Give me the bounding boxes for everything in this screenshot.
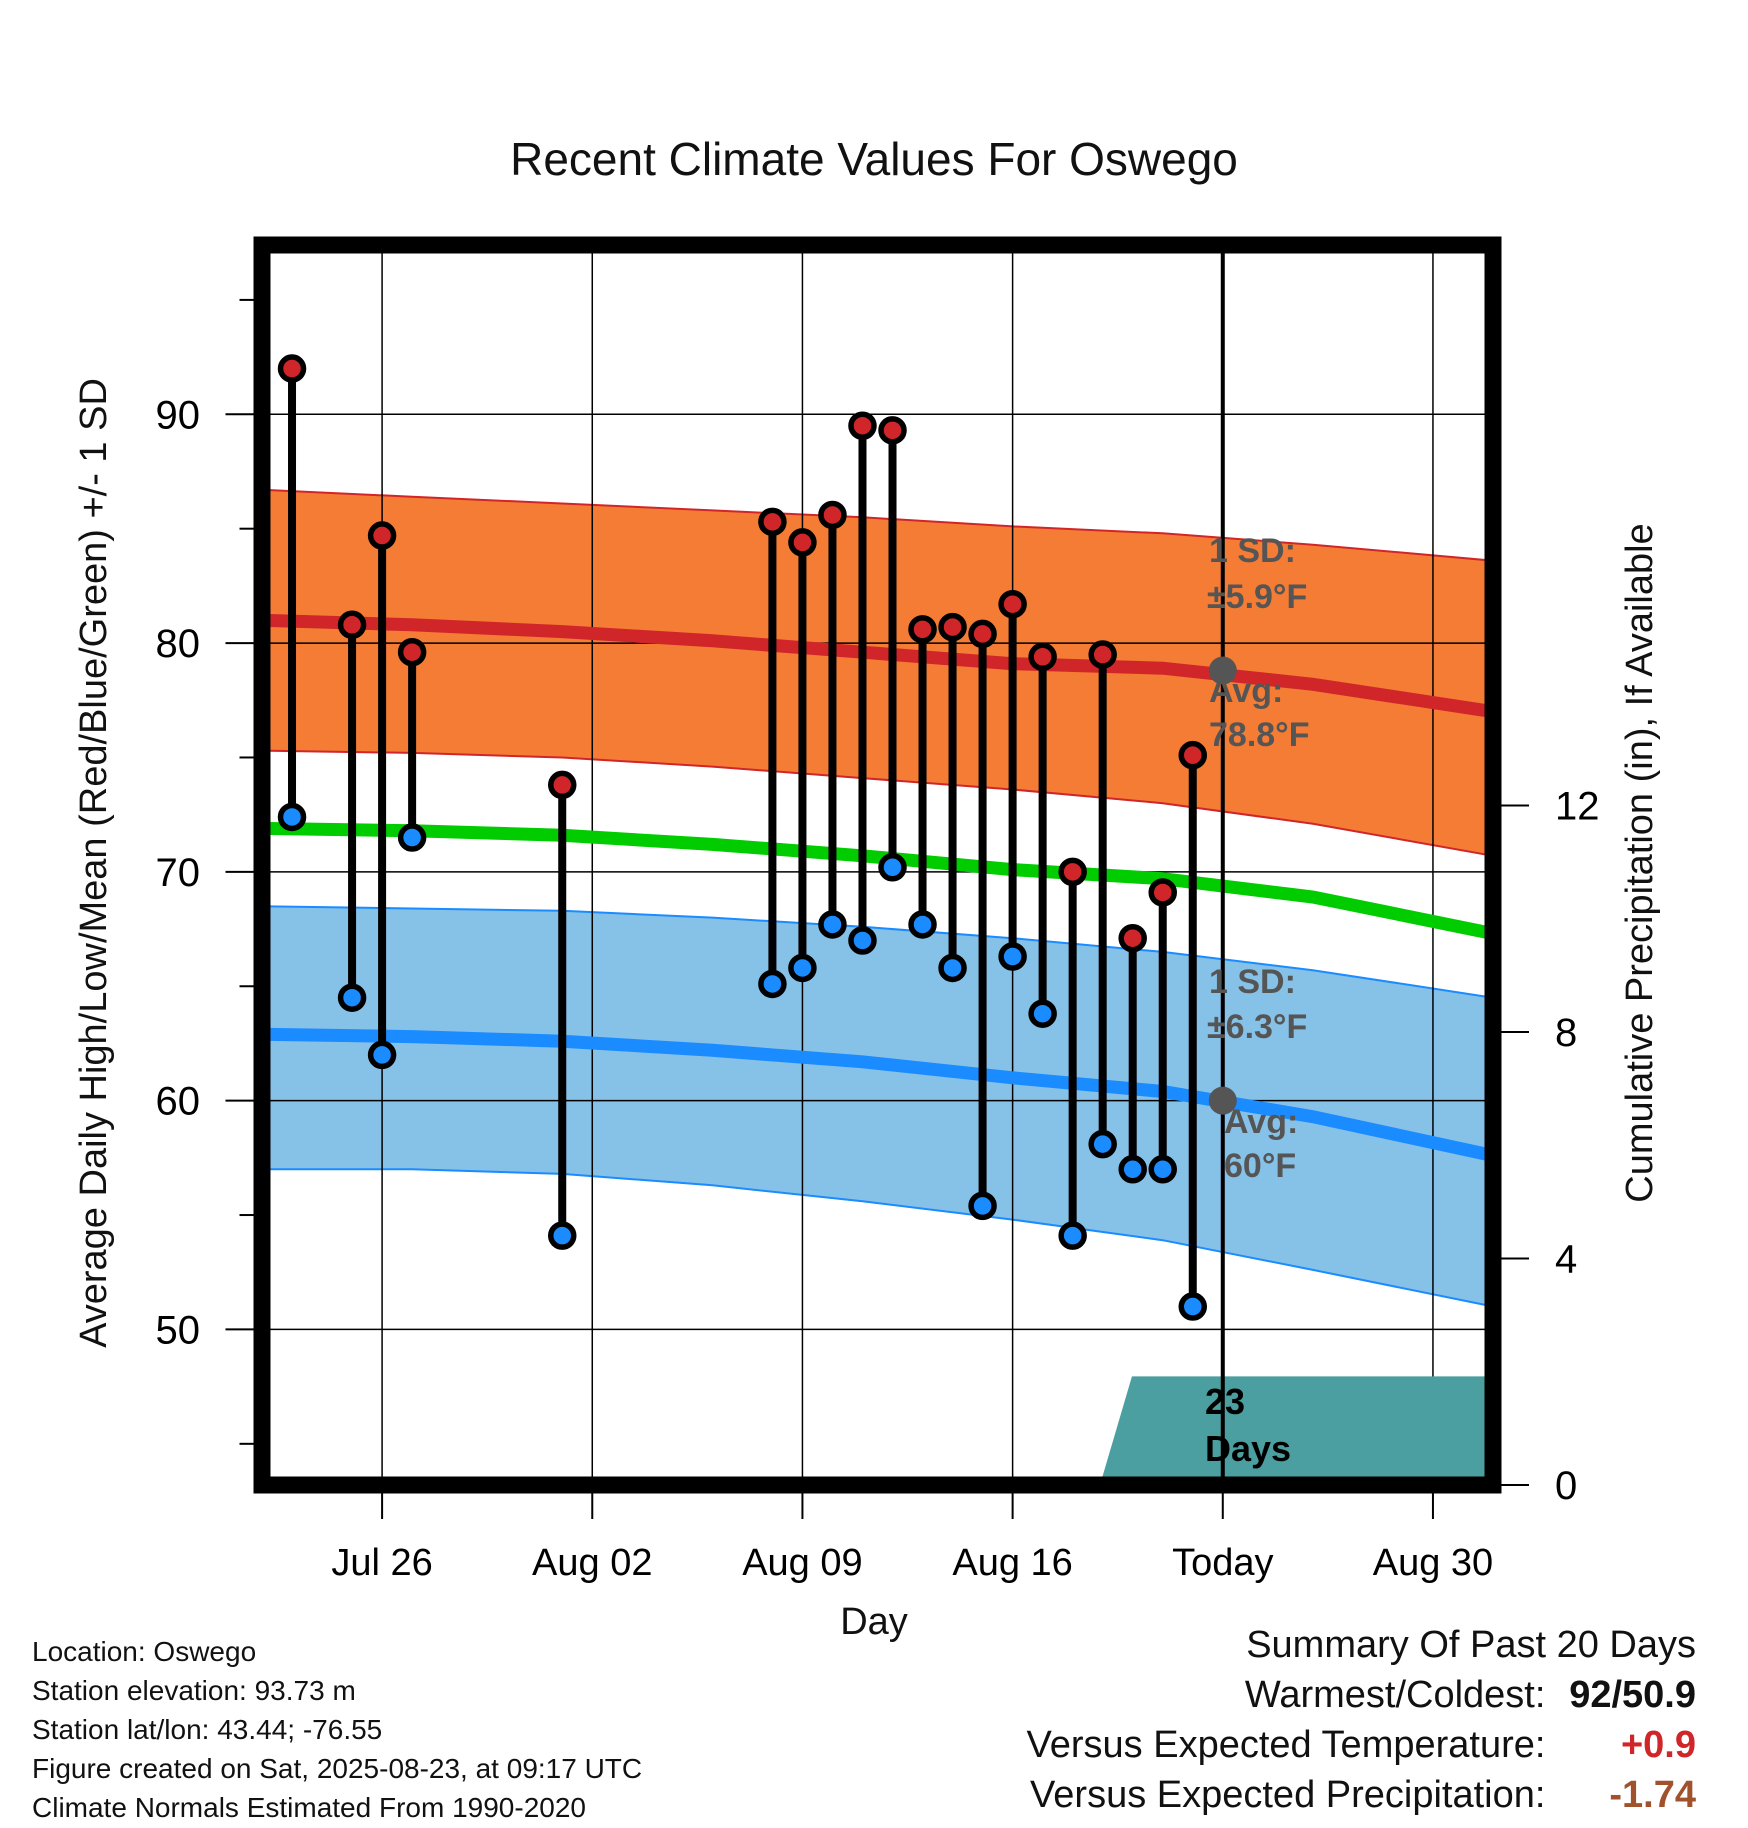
y-tick-label: 90 (156, 393, 201, 437)
daily-low-point (1058, 1221, 1087, 1250)
daily-low-point (848, 926, 877, 955)
y2-tick-label: 8 (1555, 1011, 1577, 1055)
normals-period: Climate Normals Estimated From 1990-2020 (32, 1792, 586, 1823)
daily-high-point (1148, 878, 1177, 907)
normal-low-line (261, 1027, 1495, 1162)
daily-high-point (968, 619, 997, 649)
daily-low-point (818, 910, 847, 939)
daily-low-point (367, 1040, 397, 1070)
today-days-count: 23 (1205, 1381, 1245, 1422)
daily-low-point (277, 802, 307, 832)
daily-low-point (1118, 1155, 1147, 1184)
daily-high-point (818, 500, 847, 530)
daily-high-point (1088, 640, 1117, 669)
station-location: Location: Oswego (32, 1636, 257, 1667)
daily-low-point (337, 983, 367, 1012)
daily-high-point (1178, 740, 1208, 770)
plot-area: 1 SD: ±5.9°F Avg: 78.8°F 1 SD: ±6.3°F Avg: 60°F… (156, 236, 1600, 1584)
daily-low-point (968, 1191, 997, 1221)
y-tick-label: 60 (156, 1080, 201, 1124)
summary-title: Summary Of Past 20 Days (1246, 1624, 1696, 1666)
daily-high-point (788, 528, 817, 557)
x-tick-label: Aug 02 (532, 1542, 652, 1584)
figure-created: Figure created on Sat, 2025-08-23, at 09… (32, 1753, 643, 1784)
chart-title: Recent Climate Values For Oswego (510, 133, 1238, 185)
high-sd-value: ±5.9°F (1207, 578, 1307, 616)
daily-high-point (1028, 642, 1057, 672)
plot-frame (253, 236, 1502, 1494)
daily-high-point (878, 416, 907, 445)
warm-cold-label: Warmest/Coldest: (1244, 1674, 1546, 1716)
today-high-avg-marker (1208, 656, 1237, 685)
low-sd-band (261, 905, 1494, 1308)
y2-tick-label: 0 (1555, 1464, 1577, 1508)
daily-high-point (1118, 923, 1147, 953)
daily-high-point (367, 521, 397, 550)
daily-low-point (788, 953, 817, 983)
daily-low-point (1148, 1155, 1177, 1184)
temp-departure-label: Versus Expected Temperature: (1026, 1724, 1546, 1766)
summary-precip-row: Versus Expected Precipitation: -1.74 (1027, 1770, 1696, 1820)
daily-low-point (397, 823, 427, 852)
low-avg-value: 60°F (1224, 1147, 1296, 1185)
daily-low-point (1088, 1129, 1117, 1159)
summary-warm-cold-row: Warmest/Coldest: 92/50.9 (1027, 1670, 1696, 1720)
daily-low-point (1028, 999, 1057, 1028)
y2-axis-label: Cumulative Precipitation (in), If Availa… (1619, 523, 1661, 1202)
daily-high-point (938, 612, 967, 642)
daily-high-point (908, 615, 937, 644)
precip-area (261, 1376, 1494, 1486)
station-info: Location: Oswego Station elevation: 93.7… (32, 1632, 642, 1827)
daily-high-point (758, 507, 787, 537)
today-days-word: Days (1205, 1428, 1291, 1469)
daily-low-point (547, 1221, 577, 1250)
daily-low-point (1178, 1292, 1208, 1321)
high-sd-label: 1 SD: (1209, 532, 1296, 570)
daily-high-point (397, 637, 427, 667)
x-axis-label: Day (840, 1601, 908, 1643)
daily-high-point (1058, 857, 1087, 887)
summary-temp-row: Versus Expected Temperature: +0.9 (1027, 1720, 1696, 1770)
y2-tick-label: 12 (1555, 785, 1600, 829)
high-avg-value: 78.8°F (1209, 716, 1310, 754)
y2-tick-label: 4 (1555, 1238, 1577, 1282)
daily-low-point (998, 942, 1027, 971)
y-axis-label: Average Daily High/Low/Mean (Red/Blue/Gr… (73, 378, 115, 1348)
low-sd-label: 1 SD: (1209, 963, 1296, 1001)
high-sd-band (261, 488, 1494, 857)
x-tick-label: Jul 26 (331, 1542, 432, 1584)
x-tick-label: Aug 16 (952, 1542, 1072, 1584)
x-tick-label: Aug 30 (1373, 1542, 1493, 1584)
daily-high-point (337, 610, 367, 640)
today-low-avg-marker (1208, 1086, 1237, 1115)
x-tick-label: Today (1172, 1542, 1273, 1584)
precip-departure-label: Versus Expected Precipitation: (1030, 1774, 1546, 1816)
daily-low-point (938, 953, 967, 983)
high-avg-label: Avg: (1209, 672, 1283, 710)
y-tick-label: 80 (156, 622, 201, 666)
daily-low-point (908, 910, 937, 939)
x-tick-label: Aug 09 (742, 1542, 862, 1584)
warm-cold-value: 92/50.9 (1569, 1674, 1696, 1716)
summary-panel: Summary Of Past 20 Days Warmest/Coldest:… (1027, 1620, 1696, 1820)
y-tick-label: 50 (156, 1308, 201, 1352)
station-latlon: Station lat/lon: 43.44; -76.55 (32, 1714, 383, 1745)
daily-high-point (998, 589, 1027, 619)
station-elevation: Station elevation: 93.73 m (32, 1675, 356, 1706)
daily-low-point (878, 853, 907, 882)
low-sd-value: ±6.3°F (1207, 1008, 1307, 1046)
daily-high-point (277, 354, 307, 383)
temp-departure-value: +0.9 (1620, 1724, 1696, 1766)
precip-departure-value: -1.74 (1609, 1774, 1696, 1816)
daily-high-point (848, 411, 877, 440)
low-avg-label: Avg: (1224, 1103, 1298, 1141)
daily-low-point (758, 969, 787, 999)
daily-high-point (547, 770, 577, 800)
y-tick-label: 70 (156, 851, 201, 895)
